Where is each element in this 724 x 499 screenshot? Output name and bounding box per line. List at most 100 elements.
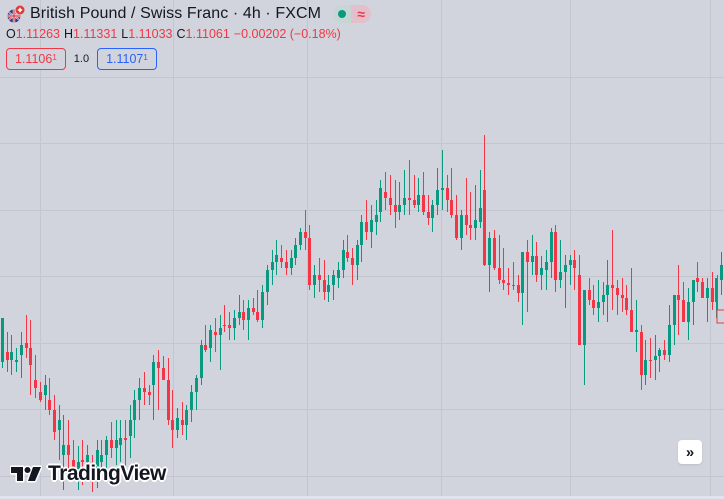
- candle: [682, 282, 685, 322]
- candle: [630, 268, 633, 332]
- candles: [1, 135, 724, 492]
- open-label: O: [6, 27, 16, 41]
- candle: [323, 260, 326, 300]
- candle: [635, 300, 638, 352]
- candle: [138, 378, 141, 420]
- candle: [384, 172, 387, 210]
- candle: [294, 238, 297, 265]
- candle: [564, 255, 567, 308]
- candle: [285, 250, 288, 275]
- candle: [214, 318, 217, 352]
- close-value: 1.11061: [185, 27, 230, 41]
- candle: [238, 295, 241, 325]
- candle: [346, 235, 349, 262]
- candle: [469, 192, 472, 240]
- candle: [100, 440, 103, 470]
- candle: [162, 356, 165, 380]
- candle: [332, 270, 335, 300]
- candle: [450, 168, 453, 218]
- candle: [10, 335, 13, 375]
- double-chevron-right-icon: »: [685, 443, 695, 461]
- candle: [403, 170, 406, 215]
- candle: [663, 340, 666, 360]
- candle: [668, 305, 671, 362]
- symbol-title[interactable]: British Pound / Swiss Franc · 4h · FXCM: [30, 5, 322, 22]
- candle: [517, 275, 520, 302]
- candle: [621, 278, 624, 312]
- candle: [34, 355, 37, 398]
- ohlc-values: O1.11263 H1.11331 L1.11033 C1.11061 −0.0…: [6, 27, 371, 45]
- candle: [673, 295, 676, 345]
- tradingview-logo[interactable]: TradingView: [10, 462, 166, 486]
- scroll-to-realtime-button[interactable]: »: [678, 440, 702, 464]
- candle: [365, 200, 368, 240]
- sell-bid-button[interactable]: 1.1106 1: [6, 48, 66, 70]
- candle: [223, 305, 226, 332]
- candle: [252, 298, 255, 315]
- candle: [280, 245, 283, 268]
- candle: [360, 215, 363, 262]
- candle: [550, 228, 553, 278]
- delayed-data-status[interactable]: ≈: [351, 5, 372, 23]
- candle: [540, 256, 543, 290]
- candle: [417, 178, 420, 212]
- candle: [67, 420, 70, 480]
- candle: [375, 200, 378, 235]
- candle: [299, 228, 302, 250]
- candle: [110, 422, 113, 458]
- high-label: H: [64, 27, 74, 41]
- candle: [219, 315, 222, 370]
- candle: [185, 405, 188, 440]
- candle: [498, 235, 501, 284]
- change-value: −0.00202 (−0.18%): [233, 27, 341, 41]
- candle: [389, 175, 392, 215]
- candle: [77, 446, 80, 490]
- candle: [408, 160, 411, 215]
- candle: [29, 320, 32, 395]
- candle: [502, 248, 505, 290]
- candle: [701, 278, 704, 298]
- candle: [129, 405, 132, 458]
- tradingview-logo-icon: [10, 465, 42, 483]
- candle: [427, 195, 430, 225]
- candle: [290, 250, 293, 275]
- candle: [460, 210, 463, 250]
- candle: [143, 372, 146, 405]
- candle: [233, 310, 236, 340]
- market-open-status[interactable]: [333, 5, 352, 23]
- candle: [190, 385, 193, 422]
- close-label: C: [176, 27, 186, 41]
- delayed-data-icon: ≈: [357, 6, 365, 22]
- candle: [583, 290, 586, 385]
- candle: [706, 278, 709, 322]
- candle: [318, 258, 321, 292]
- gbp-chf-flag-icon[interactable]: [6, 4, 26, 24]
- symbol-title-row: British Pound / Swiss Franc · 4h · FXCM …: [6, 3, 372, 25]
- candle: [96, 440, 99, 488]
- candle: [521, 252, 524, 325]
- candle: [559, 240, 562, 288]
- bid-price: 1.1106: [15, 52, 53, 66]
- market-status-pill[interactable]: ≈: [333, 5, 372, 23]
- candle: [6, 332, 9, 372]
- candle: [119, 420, 122, 462]
- candle: [20, 332, 23, 378]
- candle: [578, 255, 581, 345]
- buy-ask-button[interactable]: 1.1107 1: [97, 48, 157, 70]
- candle: [148, 385, 151, 405]
- candle: [48, 378, 51, 415]
- candle: [86, 445, 89, 480]
- candle: [266, 265, 269, 305]
- candle: [692, 280, 695, 325]
- candle: [167, 358, 170, 425]
- candle: [588, 278, 591, 305]
- candle: [625, 285, 628, 315]
- candle: [152, 355, 155, 420]
- candle: [124, 420, 127, 470]
- candle: [455, 195, 458, 240]
- candle: [483, 135, 486, 266]
- market-open-dot-icon: [338, 10, 347, 18]
- candle: [228, 312, 231, 340]
